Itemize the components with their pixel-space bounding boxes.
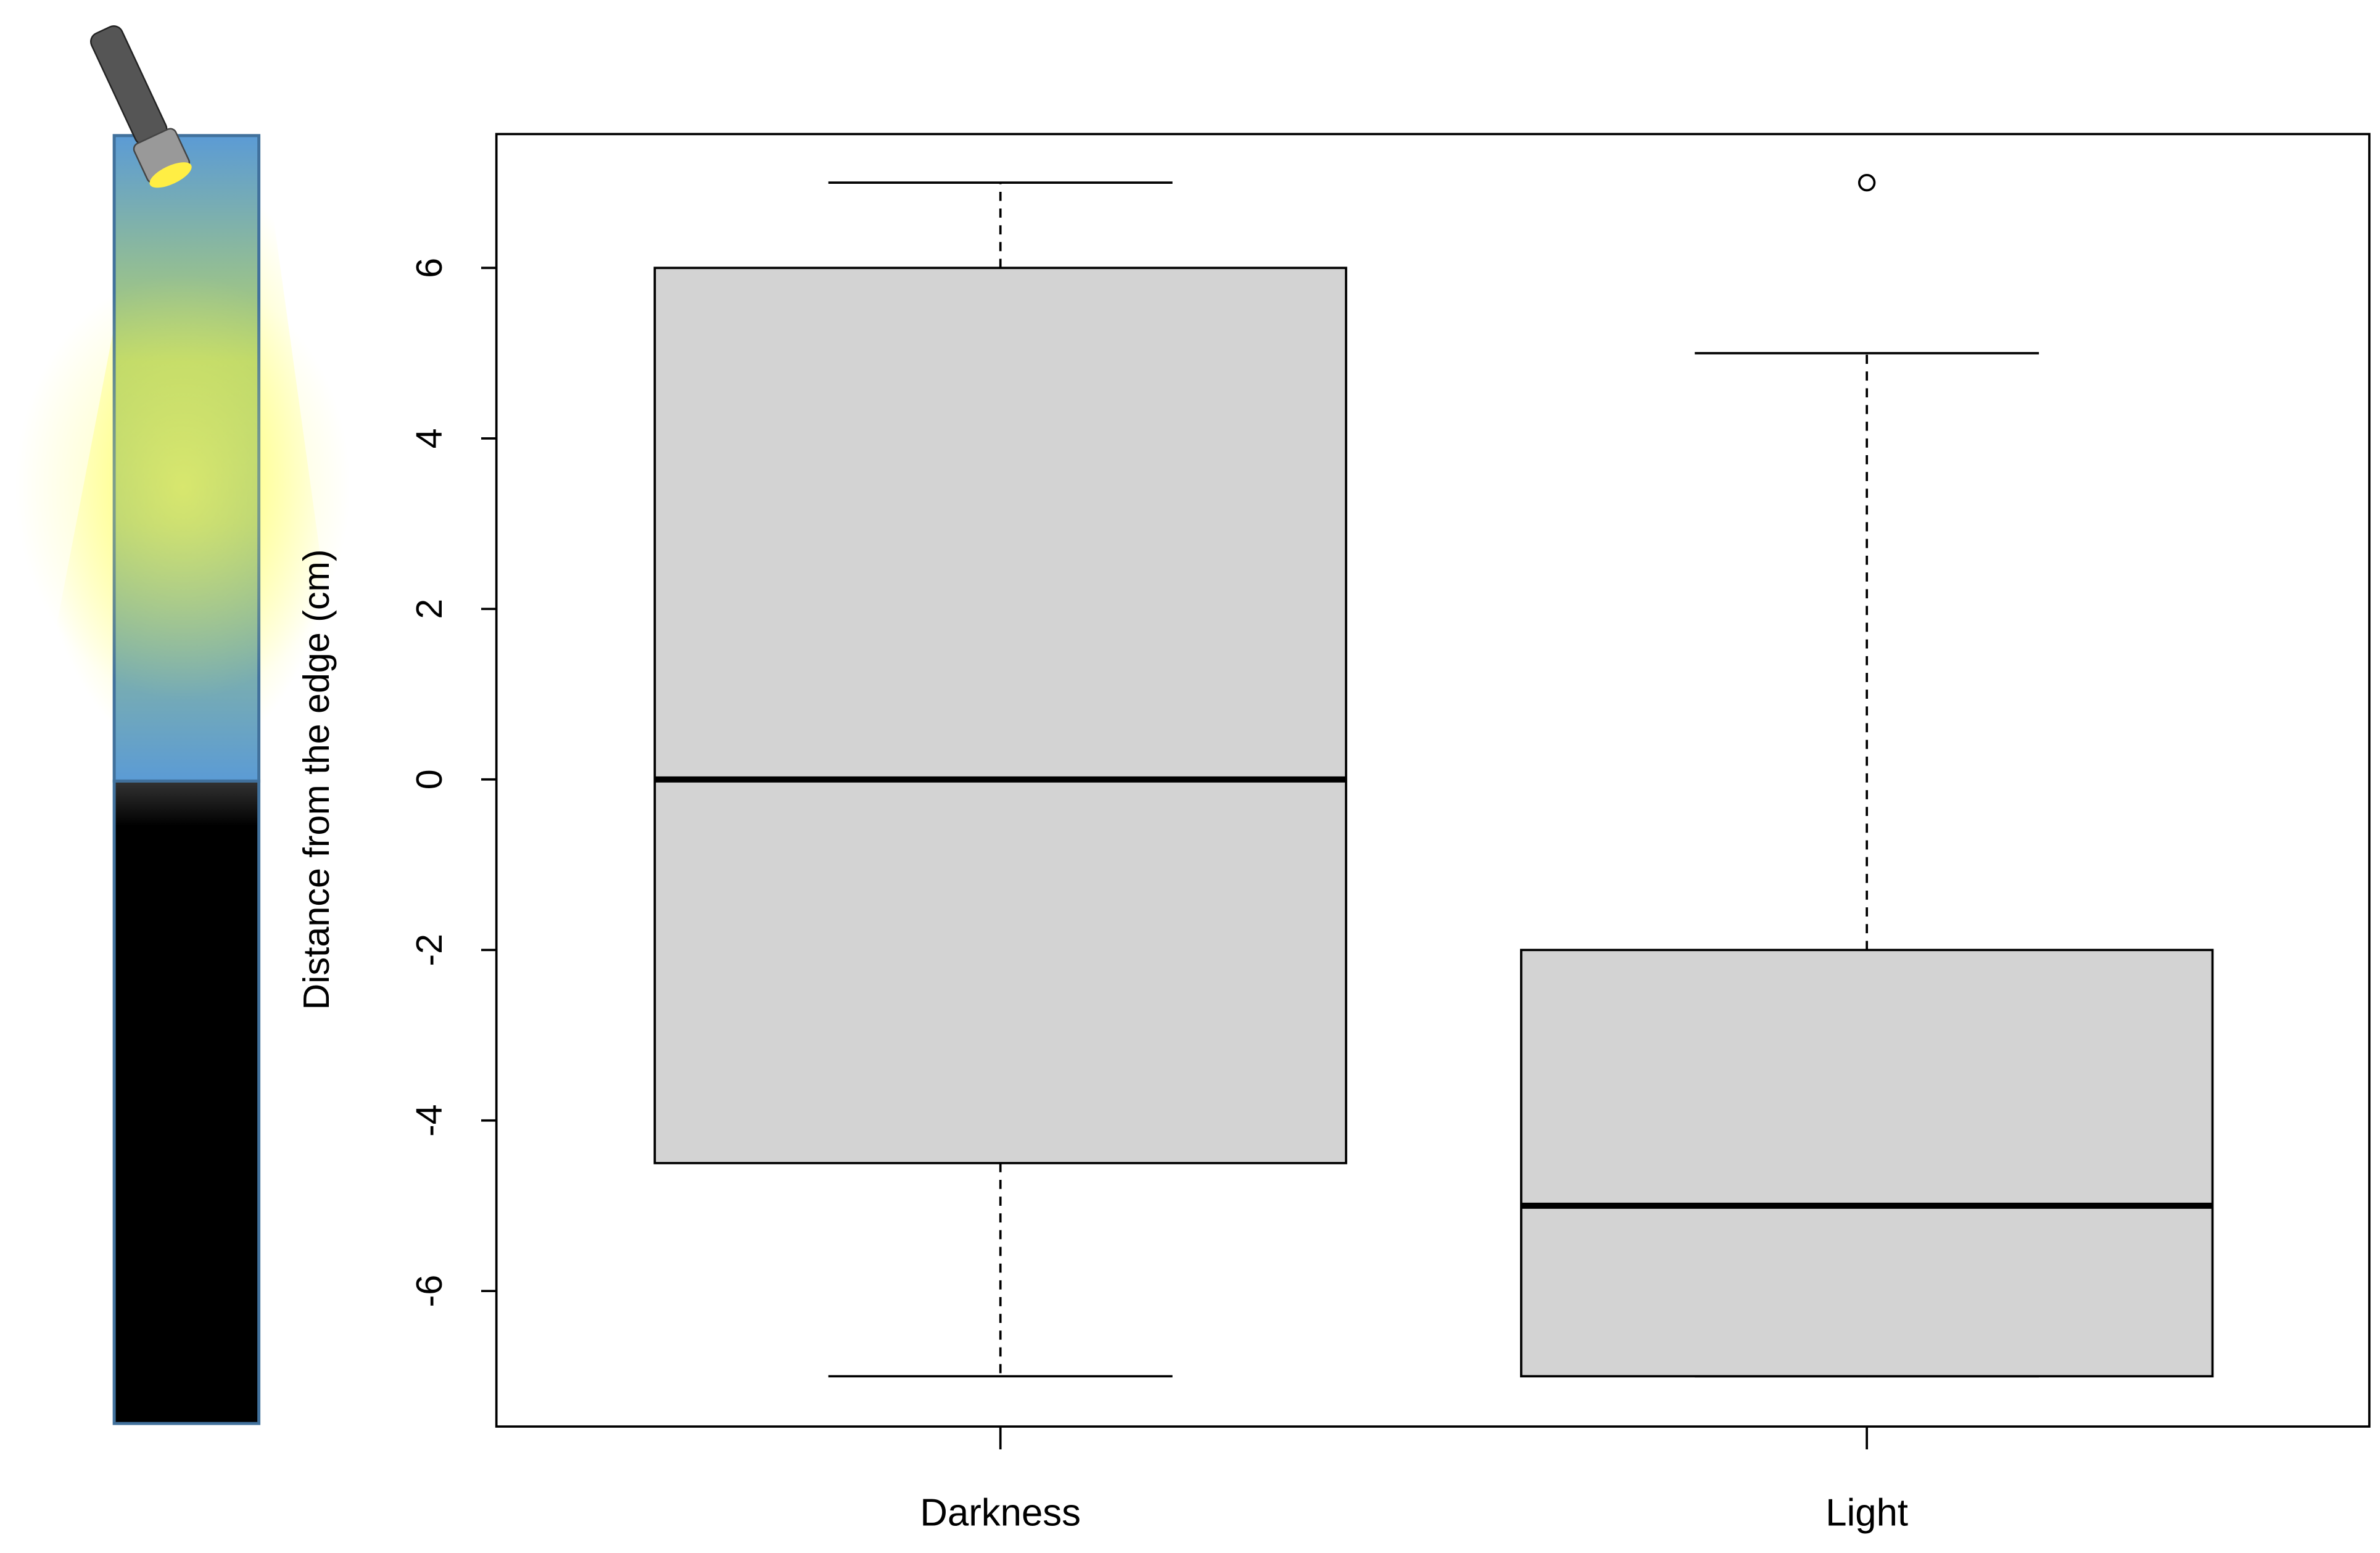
outlier xyxy=(1857,173,1876,192)
y-tick-label: 2 xyxy=(408,599,450,619)
illustration xyxy=(15,25,350,1425)
y-tick-label: -4 xyxy=(408,1104,450,1137)
y-tick-label: 4 xyxy=(408,428,450,448)
x-tick-label: Darkness xyxy=(920,1491,1081,1534)
flashlight xyxy=(90,25,192,188)
light-glow xyxy=(15,274,350,701)
dark-tube xyxy=(112,779,261,1425)
box xyxy=(653,266,1347,1164)
y-tick-label: -6 xyxy=(408,1275,450,1308)
y-tick-label: -2 xyxy=(408,934,450,966)
y-axis-label: Distance from the edge (cm) xyxy=(295,549,337,1010)
y-tick-label: 0 xyxy=(408,769,450,789)
box xyxy=(1520,949,2214,1378)
x-tick-label: Light xyxy=(1825,1491,1908,1534)
y-tick-label: 6 xyxy=(408,258,450,278)
